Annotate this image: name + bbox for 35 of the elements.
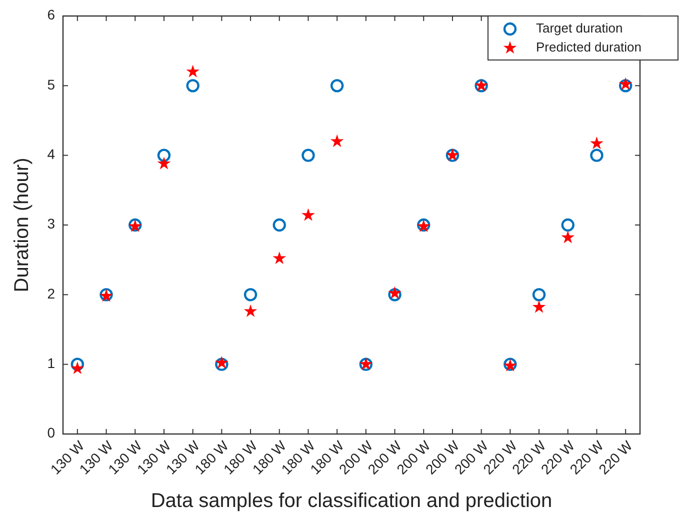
y-axis-title: Duration (hour): [11, 158, 33, 292]
point: [70, 362, 84, 374]
point: [330, 79, 344, 92]
point: [388, 288, 402, 302]
point: [330, 134, 344, 148]
point: [561, 230, 575, 244]
point: [157, 156, 171, 170]
point: [590, 136, 604, 150]
x-axis-title: Data samples for classification and prediction: [150, 490, 552, 512]
point: [272, 218, 286, 232]
point: [561, 218, 574, 232]
y-tick-label: 3: [47, 216, 56, 232]
y-tick-label: 2: [47, 285, 56, 302]
point: [532, 300, 546, 313]
point: [302, 208, 315, 221]
point: [244, 304, 258, 318]
point: [302, 148, 315, 162]
y-tick-label: 4: [47, 146, 56, 162]
point: [244, 288, 258, 302]
point: [70, 358, 84, 371]
y-tick-label: 0: [47, 424, 56, 441]
point: [532, 288, 546, 302]
point: [618, 79, 632, 92]
y-tick-label: 5: [47, 76, 56, 92]
y-tick-label: 6: [47, 6, 56, 23]
y-tick-label: 1: [47, 355, 56, 372]
point: [186, 79, 200, 92]
point: [590, 148, 604, 162]
point: [618, 77, 632, 90]
point: [186, 64, 200, 78]
point: [272, 251, 286, 264]
legend-label: Target duration: [536, 20, 623, 36]
point: [157, 148, 171, 162]
legend-label: Predicted duration: [536, 39, 642, 54]
point: [388, 286, 402, 299]
